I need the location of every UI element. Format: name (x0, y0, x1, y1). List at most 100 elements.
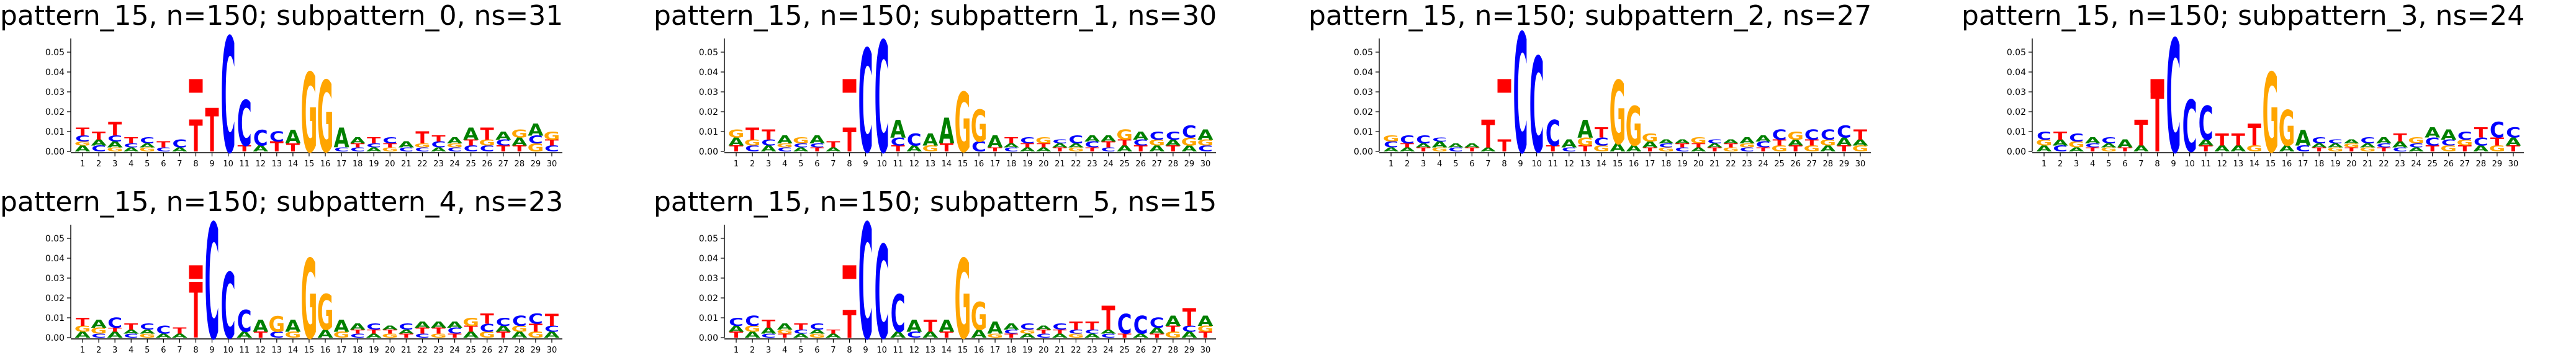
x-tick-label: 2 (750, 346, 755, 355)
highlight-marker (189, 79, 203, 93)
logo-letter: A (1020, 146, 1036, 153)
x-tick-label: 18 (1006, 160, 1017, 169)
logo-letter: A (2360, 142, 2376, 148)
logo-letter: T (729, 144, 743, 153)
logo-letter: C (2199, 97, 2213, 151)
logo-letter: C (140, 322, 155, 331)
logo-letter: G (2343, 142, 2360, 148)
logo-letter: T (1085, 320, 1099, 333)
logo-letter: G (139, 146, 156, 153)
logo-letter: T (367, 136, 381, 145)
logo-letter: C (464, 144, 479, 153)
highlight-marker (842, 79, 857, 93)
x-tick-label: 22 (417, 160, 428, 169)
logo-letter: A (1707, 142, 1723, 148)
x-tick-label: 22 (417, 346, 428, 355)
y-tick-label: 0.02 (1354, 107, 1373, 117)
logo-letter: A (366, 146, 382, 153)
logo-letter: C (173, 138, 187, 150)
x-tick-label: 24 (449, 346, 460, 355)
x-tick-label: 3 (2074, 160, 2079, 169)
logo-letter: A (809, 134, 826, 146)
logo-letter: T (1085, 146, 1099, 153)
logo-letter: A (2230, 144, 2246, 153)
logo-letter: A (2344, 138, 2360, 145)
logo-letter: A (1020, 333, 1036, 339)
logo-letter: T (238, 144, 251, 153)
logo-letter: A (1133, 130, 1149, 142)
y-tick-label: 0.04 (45, 254, 65, 264)
logo-letter: G (544, 130, 561, 142)
x-tick-label: 16 (974, 160, 984, 169)
x-tick-label: 30 (547, 346, 557, 355)
logo-letter: T (1053, 146, 1067, 153)
y-tick-label: 0.05 (699, 48, 718, 58)
logo-letter: G (479, 330, 495, 340)
logo-letter: G (1197, 324, 1214, 333)
x-tick-label: 21 (1709, 160, 1720, 169)
logo-letter: C (512, 313, 527, 329)
x-tick-label: 24 (1758, 160, 1768, 169)
x-tick-label: 25 (2427, 160, 2438, 169)
logo-plot: 0.000.010.020.030.040.051 2 3 4 5 6 7 8 9 10 11 12 1… (45, 5, 562, 189)
logo-letter: T (826, 140, 840, 149)
logo-letter: A (1052, 142, 1068, 148)
x-tick-label: 5 (1453, 160, 1458, 169)
logo-letter: A (1577, 114, 1593, 143)
logo-letter: T (124, 136, 138, 145)
x-tick-label: 12 (909, 160, 919, 169)
logo-letter: T (2344, 146, 2359, 153)
x-tick-label: 24 (449, 160, 460, 169)
logo-letter: A (1084, 333, 1101, 339)
logo-letter: T (1724, 142, 1738, 148)
x-tick-label: 25 (466, 160, 476, 169)
logo-letter: G (1068, 146, 1084, 153)
logo-letter: A (1561, 138, 1577, 150)
x-tick-label: 3 (112, 160, 117, 169)
x-tick-label: 7 (831, 160, 835, 169)
logo-letter: T (762, 127, 775, 143)
x-tick-label: 23 (433, 160, 444, 169)
x-tick-label: 9 (863, 346, 868, 355)
x-tick-label: 3 (112, 346, 117, 355)
x-tick-label: 6 (2122, 160, 2127, 169)
logo-letter: C (156, 324, 171, 336)
logo-letter: G (2263, 50, 2279, 177)
logo-letter: T (1134, 144, 1148, 153)
x-tick-label: 28 (1168, 346, 1179, 355)
y-tick-label: 0.05 (699, 234, 718, 244)
logo-letter: G (511, 128, 528, 140)
logo-letter: C (2441, 138, 2456, 147)
x-tick-label: 1 (80, 160, 85, 169)
logo-letter: A (107, 140, 124, 149)
logo-letter: A (1133, 333, 1149, 339)
x-tick-label: 27 (498, 160, 508, 169)
y-tick-label: 0.02 (699, 107, 718, 117)
logo-letter: A (350, 136, 366, 145)
logo-letter: C (399, 322, 413, 331)
logo-letter: C (1821, 127, 1835, 143)
x-tick-label: 4 (782, 160, 787, 169)
logo-letter: C (2409, 142, 2424, 148)
logo-letter: A (528, 120, 543, 139)
x-tick-label: 17 (336, 160, 347, 169)
logo-letter: T (1004, 333, 1019, 339)
logo-letter: C (1052, 138, 1067, 145)
logo-letter: C (2053, 144, 2068, 153)
x-tick-label: 30 (1855, 160, 1866, 169)
x-tick-label: 18 (1661, 160, 1672, 169)
x-tick-label: 15 (958, 346, 968, 355)
x-tick-label: 11 (893, 346, 903, 355)
logo-letter: C (237, 87, 252, 160)
logo-letter: G (2408, 136, 2425, 145)
logo-letter: C (1740, 146, 1755, 153)
x-tick-label: 12 (255, 346, 266, 355)
logo-letter: A (124, 146, 140, 153)
logo-plot: 0.000.010.020.030.040.051 2 3 4 5 6 7 8 9 10 11 12 1… (699, 191, 1216, 360)
logo-letter: G (1035, 136, 1052, 145)
logo-letter: G (2327, 146, 2344, 153)
logo-letter: C (907, 330, 922, 340)
logo-letter: G (2101, 146, 2117, 153)
logo-letter: A (1836, 136, 1852, 148)
